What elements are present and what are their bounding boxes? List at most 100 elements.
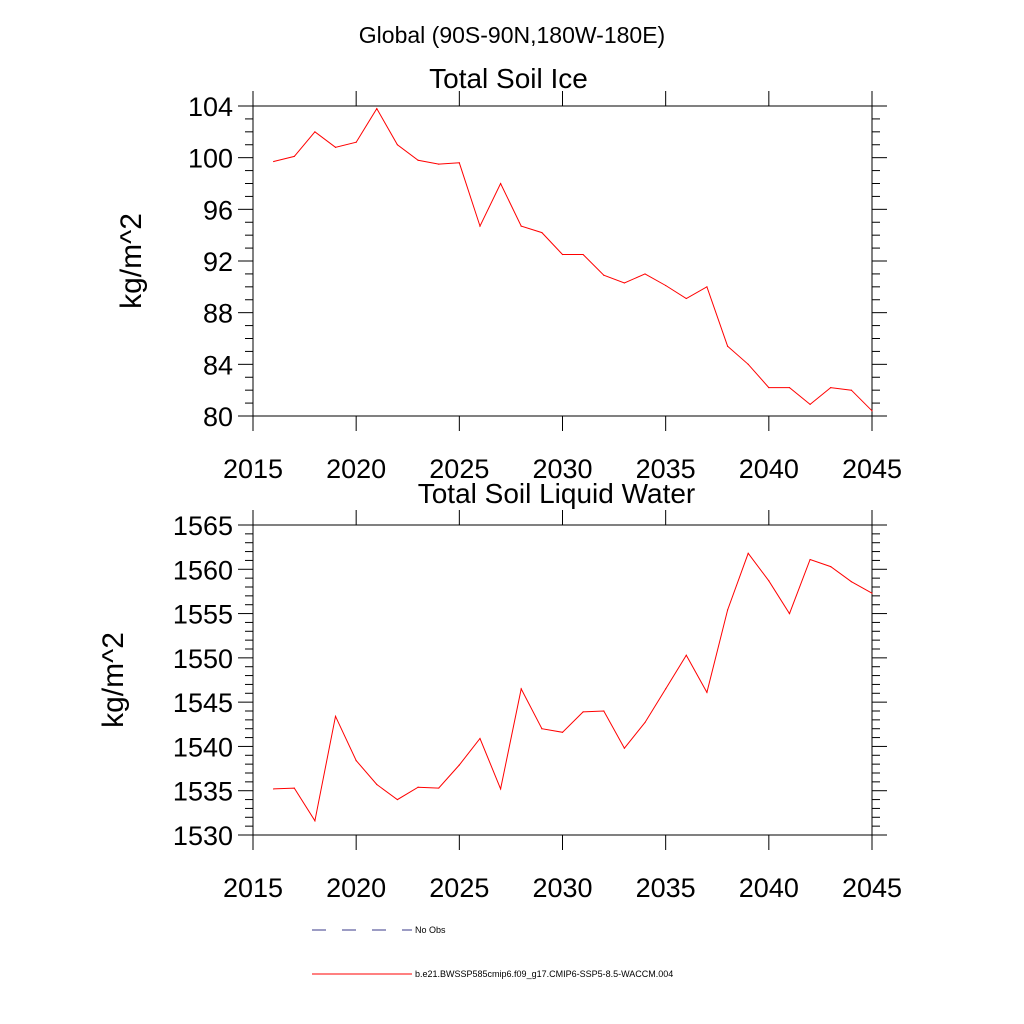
panel-0-point-2032 [603, 274, 605, 276]
panel-1-y-tick-label-1540: 1540 [173, 732, 233, 762]
panel-0-y-tick-label-104: 104 [188, 92, 233, 122]
panel-0-point-2037 [706, 286, 708, 288]
panel-0-y-axis-label: kg/m^2 [115, 213, 148, 309]
panel-1-point-2044 [850, 581, 852, 583]
panel-1-series-line-0 [273, 552, 873, 823]
panel-total-soil-liquid-water: Total Soil Liquid Water kg/m^2 2015 2020 202… [97, 478, 902, 903]
legend-entry-model-run: b.e21.BWSSP585cmip6.f09_g17.CMIP6-SSP5-8… [312, 969, 673, 979]
panel-1-series-points-0 [273, 552, 873, 822]
panel-0-x-tick-label-2040: 2040 [739, 454, 799, 484]
panel-1-point-2029 [541, 728, 543, 730]
main-title: Global (90S-90N,180W-180E) [359, 22, 665, 48]
panel-0-point-2029 [541, 231, 543, 234]
panel-0-x-tick-label-2020: 2020 [326, 454, 386, 484]
panel-1-point-2016 [273, 788, 275, 790]
panel-1-x-tick-label-2045: 2045 [842, 873, 902, 903]
panel-0-point-2044 [850, 389, 852, 391]
panel-1-point-2019 [334, 715, 337, 717]
panel-0-point-2020 [355, 141, 357, 143]
panel-0-point-2031 [582, 253, 584, 256]
panel-0-point-2023 [417, 159, 419, 161]
panel-1-point-2030 [561, 731, 564, 733]
panel-0-title: Total Soil Ice [429, 63, 588, 94]
panel-total-soil-ice: Total Soil Ice kg/m^2 2015 2020 2025 2030 2035… [115, 63, 902, 484]
panel-0-point-2043 [830, 386, 832, 389]
panel-0-point-2018 [314, 131, 316, 133]
panel-1-x-tick-label-2040: 2040 [739, 873, 799, 903]
panel-1-point-2037 [706, 691, 708, 694]
panel-0-series-points-0 [273, 107, 873, 412]
panel-0-point-2027 [500, 182, 502, 185]
panel-0-point-2024 [438, 163, 440, 165]
panel-0-y-tick-label-80: 80 [203, 402, 233, 432]
panel-1-y-tick-label-1545: 1545 [173, 688, 233, 718]
panel-1-point-2039 [747, 552, 749, 554]
panel-0-point-2028 [520, 225, 522, 227]
panel-0-y-tick-label-96: 96 [203, 195, 233, 225]
panel-0-point-2039 [747, 363, 749, 365]
panel-0-point-2045 [871, 410, 873, 412]
panel-1-y-tick-label-1535: 1535 [173, 777, 233, 807]
panel-1-point-2045 [871, 592, 873, 594]
panel-1-point-2041 [788, 612, 791, 615]
panel-1-plot-frame [252, 524, 873, 836]
panel-0-x-tick-label-2015: 2015 [223, 454, 283, 484]
panel-0-x-tick-label-2025: 2025 [429, 454, 489, 484]
panel-0-point-2026 [479, 225, 481, 227]
panel-0-series-line-0 [273, 107, 873, 412]
panel-1-point-2028 [520, 688, 522, 690]
panel-1-y-tick-label-1560: 1560 [173, 555, 233, 585]
panel-0-point-2016 [273, 160, 275, 163]
panel-0-point-2035 [665, 284, 667, 287]
panel-0-point-2021 [376, 107, 378, 110]
panel-1-point-2035 [665, 688, 667, 690]
panel-1-y-tick-label-1555: 1555 [173, 600, 233, 630]
panel-0-point-2042 [809, 403, 811, 405]
panel-1-x-tick-label-2020: 2020 [326, 873, 386, 903]
panel-1-point-2017 [293, 787, 295, 789]
panel-0-point-2033 [623, 282, 626, 284]
legend-label-model-run: b.e21.BWSSP585cmip6.f09_g17.CMIP6-SSP5-8… [415, 969, 673, 979]
panel-1-point-2021 [376, 783, 378, 786]
panel-0-x-tick-label-2045: 2045 [842, 454, 902, 484]
panel-1-point-2034 [644, 721, 646, 724]
panel-1-y-tick-label-1530: 1530 [173, 821, 233, 851]
panel-1-y-tick-label-1550: 1550 [173, 644, 233, 674]
panel-0-point-2041 [788, 386, 791, 389]
panel-1-point-2036 [685, 654, 687, 656]
panel-1-x-tick-label-2025: 2025 [429, 873, 489, 903]
legend-label-no-obs: No Obs [415, 925, 446, 935]
panel-0-point-2017 [293, 155, 295, 157]
panel-0-point-2022 [396, 144, 399, 146]
panel-1-point-2026 [479, 737, 481, 740]
panel-1-point-2025 [458, 764, 460, 766]
panel-1-x-tick-label-2030: 2030 [532, 873, 592, 903]
panel-0-point-2036 [685, 297, 687, 300]
panel-0-y-tick-label-92: 92 [203, 247, 233, 277]
panel-0-x-tick-label-2030: 2030 [532, 454, 592, 484]
panel-0-plot-frame [252, 105, 873, 417]
panel-0-point-2019 [334, 146, 337, 148]
panel-0-point-2038 [726, 345, 729, 347]
panel-0-point-2030 [561, 253, 564, 256]
panel-0-y-tick-label-100: 100 [188, 144, 233, 174]
panel-1-y-tick-label-1565: 1565 [173, 511, 233, 541]
panel-0-y-tick-label-88: 88 [203, 299, 233, 329]
panel-1-point-2018 [314, 820, 316, 822]
panel-1-point-2024 [438, 787, 440, 789]
panel-0-x-tick-label-2035: 2035 [636, 454, 696, 484]
panel-1-point-2031 [582, 711, 584, 713]
panel-0-point-2040 [768, 386, 770, 389]
panel-1-x-tick-label-2015: 2015 [223, 873, 283, 903]
panel-0-y-tick-label-84: 84 [203, 350, 233, 380]
panel-1-point-2033 [623, 747, 626, 749]
panel-1-point-2027 [500, 788, 502, 790]
panel-1-point-2032 [603, 710, 605, 712]
panel-0-point-2025 [458, 162, 460, 164]
panel-1-point-2023 [417, 786, 419, 788]
panel-1-x-tick-label-2035: 2035 [636, 873, 696, 903]
legend: No Obs b.e21.BWSSP585cmip6.f09_g17.CMIP6… [312, 925, 673, 979]
panel-1-point-2022 [396, 798, 399, 801]
panel-1-point-2043 [830, 566, 832, 568]
